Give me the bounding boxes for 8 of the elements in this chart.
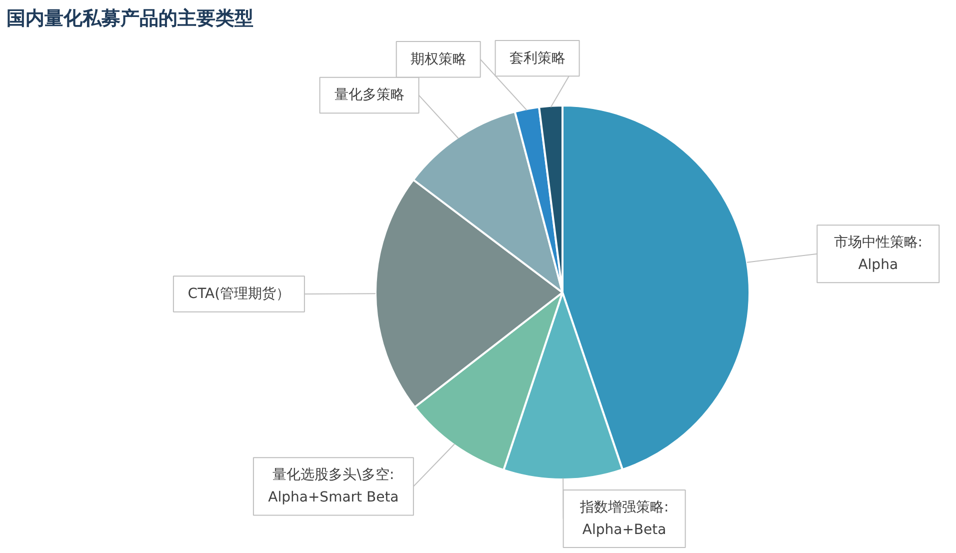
chart-title: 国内量化私募产品的主要类型	[6, 8, 254, 30]
slice-label: 套利策略	[509, 50, 566, 66]
slice-label: 指数增强策略: Alpha+Beta	[578, 500, 669, 538]
slice-label: 期权策略	[410, 51, 466, 68]
slice-label: 量化选股多头\多空: Alpha+Smart Beta	[268, 467, 399, 506]
slice-label: 量化多策略	[334, 87, 404, 104]
slice-label: 市场中性策略: Alpha	[834, 234, 922, 274]
slice-label: CTA(管理期货）	[188, 286, 290, 302]
